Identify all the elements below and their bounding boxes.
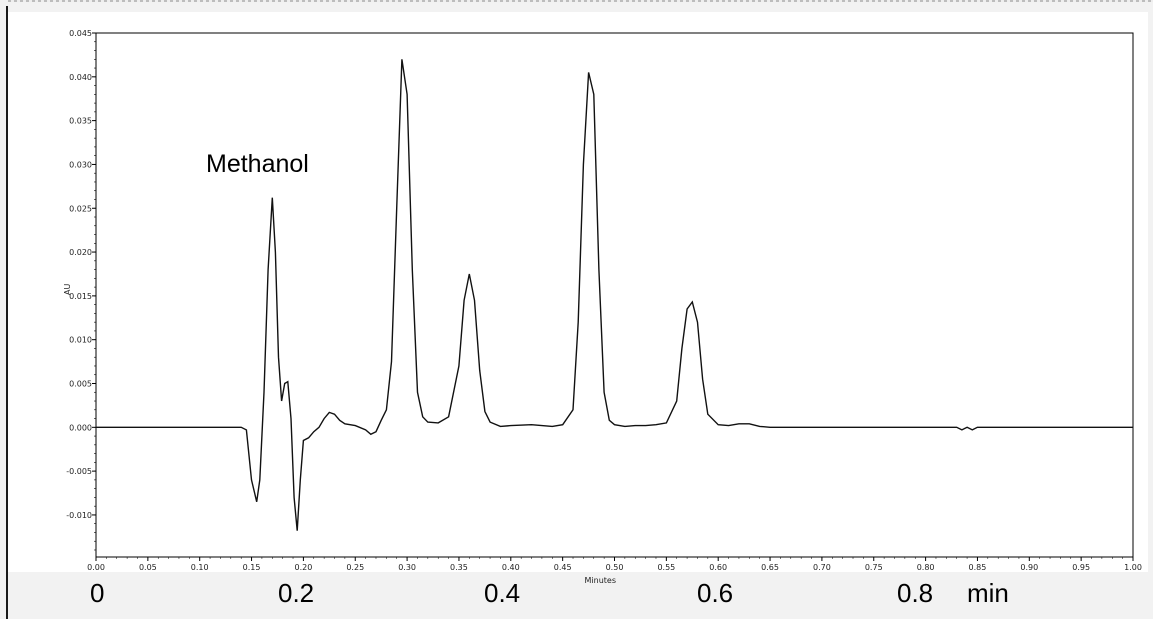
y-tick-label: 0.025 bbox=[69, 204, 92, 213]
y-tick-label: 0.020 bbox=[69, 248, 92, 257]
x-tick-label: 1.00 bbox=[1124, 563, 1142, 572]
x-tick-label: 0.35 bbox=[450, 563, 468, 572]
x-tick-label: 0.65 bbox=[761, 563, 779, 572]
x-tick-label: 0.55 bbox=[657, 563, 675, 572]
y-tick-label: 0.045 bbox=[69, 29, 92, 38]
x-tick-label: 0.25 bbox=[346, 563, 364, 572]
chromatogram-trace bbox=[96, 59, 1133, 531]
y-tick-label: 0.040 bbox=[69, 73, 92, 82]
y-tick-label: 0.005 bbox=[69, 380, 92, 389]
methanol-annotation: Methanol bbox=[206, 150, 309, 178]
y-tick-label: 0.015 bbox=[69, 292, 92, 301]
x-tick-label: 0.80 bbox=[917, 563, 935, 572]
x-tick-label: 0.70 bbox=[813, 563, 831, 572]
y-tick-label: -0.010 bbox=[66, 511, 92, 520]
x-tick-label: 0.40 bbox=[502, 563, 520, 572]
overlay-label-0-8: 0.8 bbox=[897, 578, 934, 608]
x-tick-label: 0.00 bbox=[87, 563, 105, 572]
overlay-label-0-6: 0.6 bbox=[697, 578, 734, 608]
x-tick-label: 0.50 bbox=[606, 563, 624, 572]
x-axis-label: Minutes bbox=[585, 576, 617, 585]
x-tick-label: 0.45 bbox=[554, 563, 572, 572]
left-border bbox=[6, 6, 8, 619]
overlay-label-0: 0 bbox=[90, 578, 105, 608]
x-tick-label: 0.85 bbox=[969, 563, 987, 572]
overlay-label-unit: min bbox=[967, 578, 1009, 608]
x-tick-label: 0.90 bbox=[1020, 563, 1038, 572]
tick-labels: 0.045 0.040 0.035 0.030 0.025 0.020 0.015 0.010… bbox=[66, 29, 1142, 572]
x-tick-label: 0.30 bbox=[398, 563, 416, 572]
x-tick-label: 0.10 bbox=[191, 563, 209, 572]
x-tick-label: 0.15 bbox=[243, 563, 261, 572]
plot-background bbox=[8, 12, 1148, 572]
x-tick-label: 0.20 bbox=[294, 563, 312, 572]
overlay-label-0-4: 0.4 bbox=[484, 578, 521, 608]
x-tick-label: 0.60 bbox=[709, 563, 727, 572]
y-tick-label: 0.030 bbox=[69, 160, 92, 169]
y-tick-label: 0.000 bbox=[69, 423, 92, 432]
x-tick-label: 0.75 bbox=[865, 563, 883, 572]
tick-marks bbox=[92, 32, 1134, 561]
x-tick-label: 0.95 bbox=[1072, 563, 1090, 572]
y-axis-label: AU bbox=[63, 284, 72, 295]
x-tick-label: 0.05 bbox=[139, 563, 157, 572]
overlay-label-0-2: 0.2 bbox=[278, 578, 315, 608]
y-tick-label: 0.035 bbox=[69, 117, 92, 126]
y-tick-label: -0.005 bbox=[66, 467, 92, 476]
y-tick-label: 0.010 bbox=[69, 336, 92, 345]
